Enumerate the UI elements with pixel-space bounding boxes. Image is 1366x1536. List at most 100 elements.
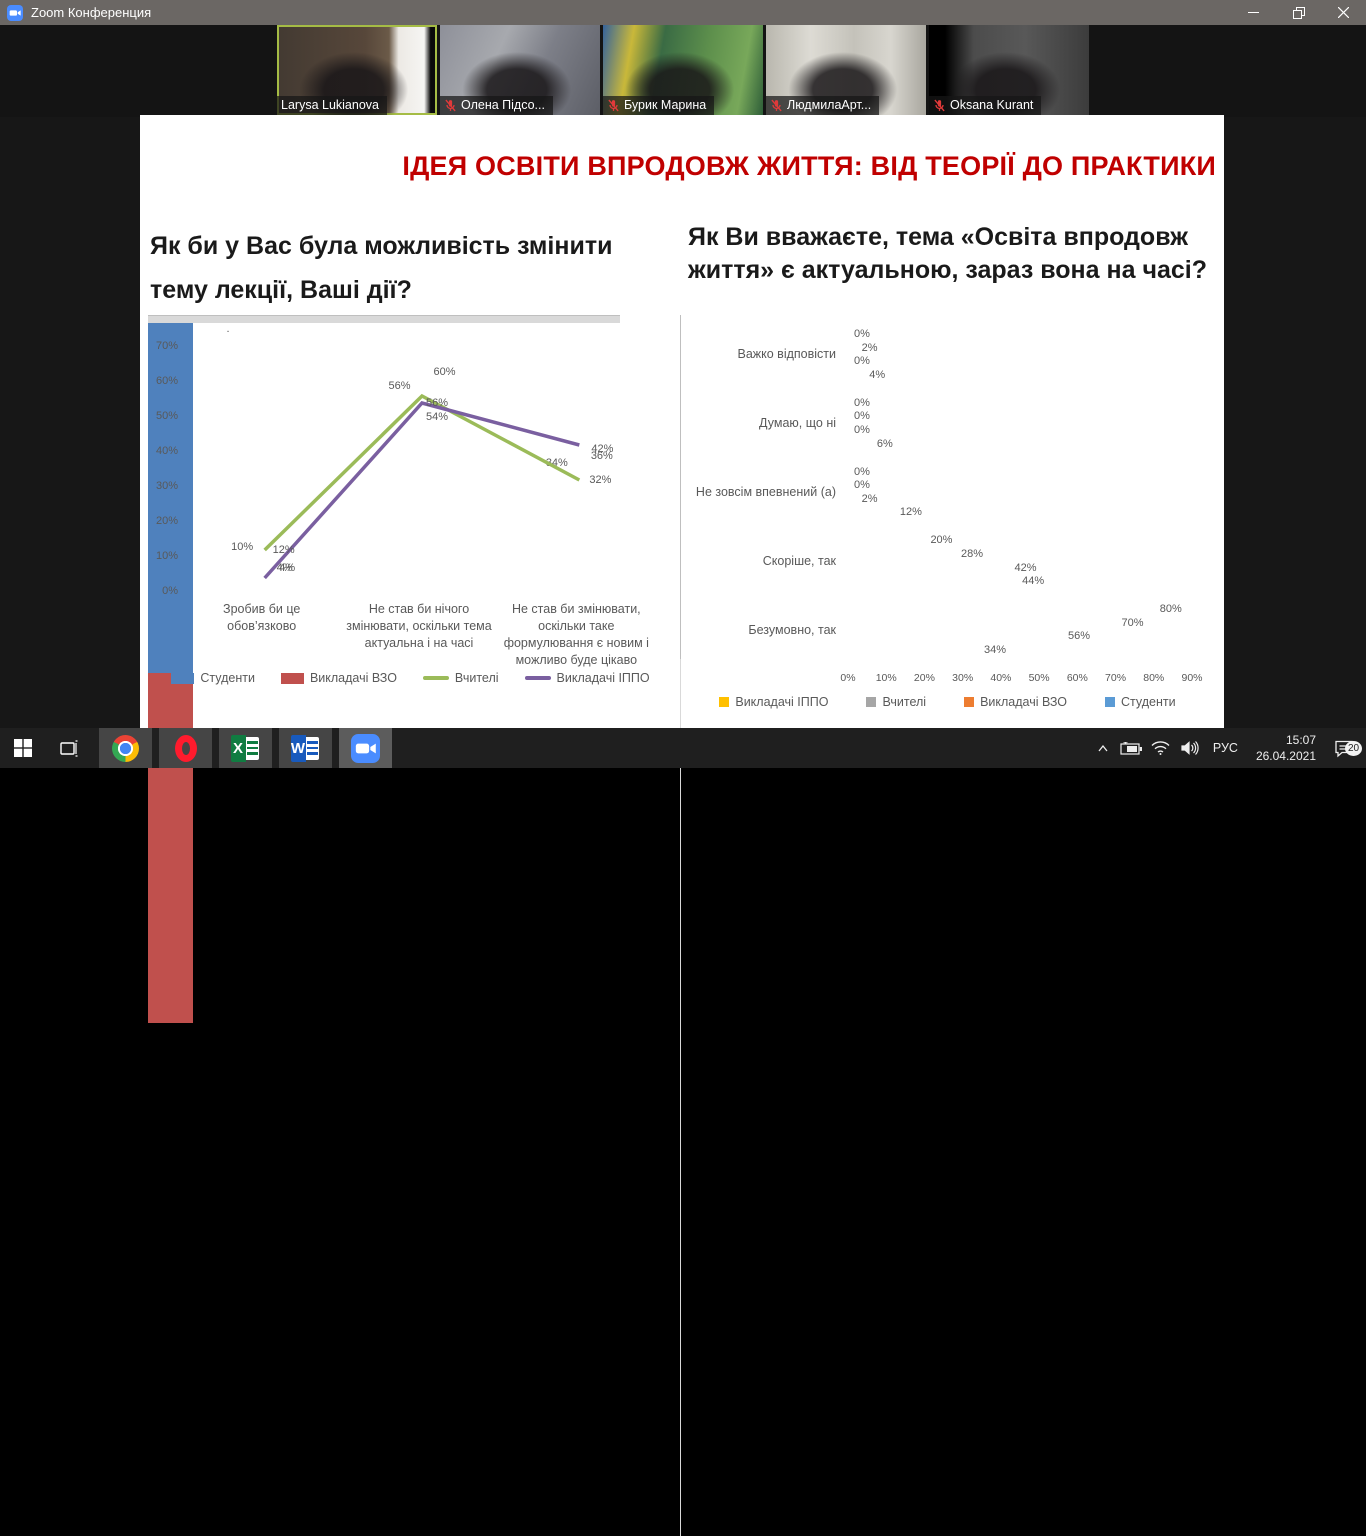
data-label: 2% bbox=[862, 342, 878, 354]
data-label: 20% bbox=[930, 534, 952, 546]
category-label: Думаю, що ні bbox=[680, 415, 836, 432]
window-controls bbox=[1231, 0, 1366, 25]
bar-Викладачі ВЗО bbox=[148, 897, 193, 1023]
opera-taskbar-button[interactable] bbox=[159, 728, 212, 768]
participant-video-1[interactable]: Larysa Lukianova bbox=[277, 25, 437, 115]
data-label: 0% bbox=[854, 397, 870, 409]
data-label: 44% bbox=[1022, 575, 1044, 587]
participant-name-tag: ЛюдмилаАрт... bbox=[766, 96, 879, 115]
clock[interactable]: 15:07 26.04.2021 bbox=[1248, 732, 1324, 764]
action-center-button[interactable]: 20 bbox=[1327, 728, 1361, 768]
chart-legend: Студенти Викладачі ВЗО Вчителі Викладачі ІП… bbox=[148, 671, 673, 685]
data-label: 56% bbox=[1068, 630, 1090, 642]
x-axis-label: 40% bbox=[983, 672, 1019, 684]
x-axis-label: 60% bbox=[1059, 672, 1095, 684]
data-label: 4% bbox=[869, 369, 885, 381]
data-label: 0% bbox=[854, 355, 870, 367]
zoom-camera-icon bbox=[351, 734, 380, 763]
wifi-icon[interactable] bbox=[1148, 728, 1174, 768]
x-axis-label: 50% bbox=[1021, 672, 1057, 684]
legend-item: Викладачі ВЗО bbox=[281, 671, 397, 685]
chrome-icon bbox=[112, 735, 139, 762]
tray-time: 15:07 bbox=[1256, 732, 1316, 748]
volume-icon[interactable] bbox=[1177, 728, 1203, 768]
y-axis-label: 30% bbox=[148, 480, 178, 492]
category-label: Не став би змінювати, оскільки таке форм… bbox=[503, 601, 650, 669]
restore-button[interactable] bbox=[1276, 0, 1321, 25]
legend-swatch bbox=[281, 673, 304, 684]
battery-icon[interactable] bbox=[1119, 728, 1145, 768]
muted-mic-icon bbox=[933, 99, 946, 112]
muted-mic-icon bbox=[607, 99, 620, 112]
legend-label: Викладачі ІППО bbox=[557, 671, 650, 685]
data-label: 42% bbox=[1015, 562, 1037, 574]
data-label: 80% bbox=[1160, 603, 1182, 615]
participant-name-tag: Олена Підсо... bbox=[440, 96, 553, 115]
y-axis-label: 50% bbox=[148, 410, 178, 422]
participant-name-tag: Бурик Марина bbox=[603, 96, 714, 115]
data-label: 34% bbox=[984, 644, 1006, 656]
data-label: 42% bbox=[591, 443, 613, 455]
excel-taskbar-button[interactable]: X bbox=[219, 728, 272, 768]
participant-video-4[interactable]: ЛюдмилаАрт... bbox=[766, 25, 926, 115]
participant-video-2[interactable]: Олена Підсо... bbox=[440, 25, 600, 115]
right-chart-title: Як Ви вважаєте, тема «Освіта впродовж жи… bbox=[688, 221, 1213, 287]
task-view-button[interactable] bbox=[46, 728, 92, 768]
legend-label: Вчителі bbox=[882, 695, 926, 709]
minimize-button[interactable] bbox=[1231, 0, 1276, 25]
category-label: Безумовно, так bbox=[680, 622, 836, 639]
legend-item: Вчителі bbox=[423, 671, 499, 685]
legend-item: Вчителі bbox=[866, 695, 926, 709]
y-axis-label: 70% bbox=[148, 340, 178, 352]
tray-date: 26.04.2021 bbox=[1256, 748, 1316, 764]
y-axis-label: 40% bbox=[148, 445, 178, 457]
category-label: Скоріше, так bbox=[680, 553, 836, 570]
legend-swatch bbox=[423, 676, 449, 680]
x-axis-label: 70% bbox=[1098, 672, 1134, 684]
windows-taskbar: X W РУС 15:07 26.04.2021 20 bbox=[0, 728, 1366, 768]
data-label: 70% bbox=[1122, 617, 1144, 629]
legend-label: Студенти bbox=[200, 671, 255, 685]
line-series-overlay bbox=[186, 347, 658, 592]
zoom-taskbar-button[interactable] bbox=[339, 728, 392, 768]
y-axis-label: 0% bbox=[148, 585, 178, 597]
notification-badge: 20 bbox=[1345, 741, 1362, 756]
window-titlebar[interactable]: Zoom Конференция bbox=[0, 0, 1366, 25]
muted-mic-icon bbox=[770, 99, 783, 112]
data-label: 0% bbox=[854, 328, 870, 340]
slide-title: ІДЕЯ ОСВІТИ ВПРОДОВЖ ЖИТТЯ: ВІД ТЕОРІЇ Д… bbox=[140, 151, 1216, 182]
participant-video-5[interactable]: Oksana Kurant bbox=[929, 25, 1089, 115]
language-indicator[interactable]: РУС bbox=[1206, 741, 1245, 755]
data-label: 0% bbox=[854, 410, 870, 422]
data-label: 0% bbox=[854, 466, 870, 478]
start-button[interactable] bbox=[0, 728, 46, 768]
legend-item: Студенти bbox=[1105, 695, 1176, 709]
category-label: Важко відповісти bbox=[680, 346, 836, 363]
x-axis-label: 90% bbox=[1174, 672, 1210, 684]
participant-name: Олена Підсо... bbox=[461, 98, 545, 112]
word-taskbar-button[interactable]: W bbox=[279, 728, 332, 768]
data-label: 28% bbox=[961, 548, 983, 560]
chrome-taskbar-button[interactable] bbox=[99, 728, 152, 768]
y-axis-label: 20% bbox=[148, 515, 178, 527]
window-title: Zoom Конференция bbox=[31, 5, 151, 20]
zoom-app-icon bbox=[7, 5, 23, 21]
participant-name: ЛюдмилаАрт... bbox=[787, 98, 871, 112]
hidden-icons-button[interactable] bbox=[1090, 728, 1116, 768]
category-label: Не став би нічого змінювати, оскільки те… bbox=[345, 601, 492, 652]
legend-item: Студенти bbox=[171, 671, 255, 685]
legend-label: Студенти bbox=[1121, 695, 1176, 709]
legend-item: Викладачі ІППО bbox=[719, 695, 828, 709]
participant-video-strip: Larysa Lukianova Олена Підсо... Бурик Мари… bbox=[0, 25, 1366, 117]
close-button[interactable] bbox=[1321, 0, 1366, 25]
legend-item: Викладачі ІППО bbox=[525, 671, 650, 685]
left-chart: .0%10%20%30%40%50%60%70%10%56%34%4%60%36… bbox=[148, 315, 673, 720]
y-axis-label: 10% bbox=[148, 550, 178, 562]
participant-video-3[interactable]: Бурик Марина bbox=[603, 25, 763, 115]
data-label: 0% bbox=[854, 424, 870, 436]
legend-swatch bbox=[525, 676, 551, 680]
right-chart: 0%10%20%30%40%50%60%70%80%90%Важко відпо… bbox=[680, 315, 1215, 720]
line-Викладачі ІППО bbox=[265, 403, 580, 578]
participant-name-tag: Larysa Lukianova bbox=[277, 96, 387, 115]
